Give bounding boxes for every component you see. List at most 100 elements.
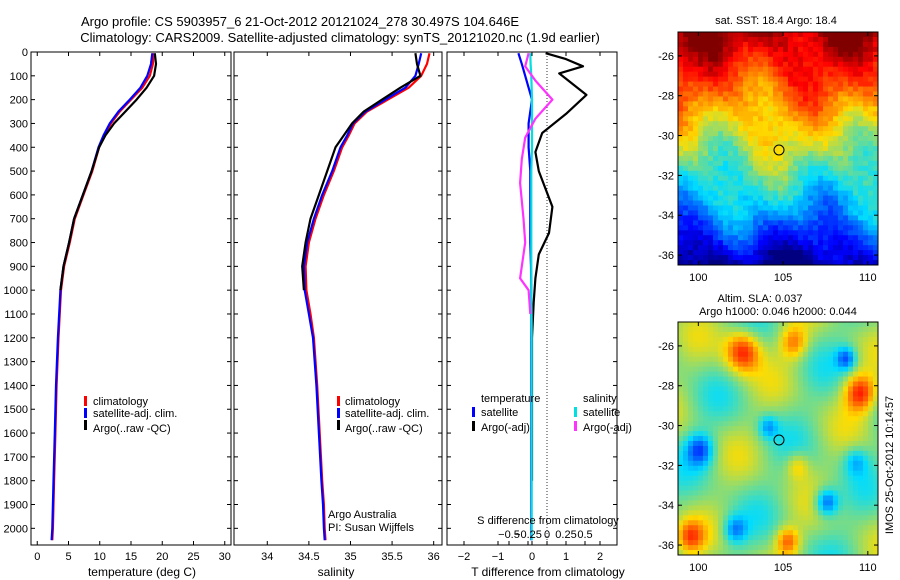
sst-cell <box>778 91 784 97</box>
x-tick-label: 34.5 <box>298 551 319 563</box>
sst-cell <box>723 41 729 48</box>
sla-cell <box>868 535 874 541</box>
sst-cell <box>678 245 684 251</box>
sla-cell <box>803 530 809 536</box>
sst-cell <box>748 116 754 122</box>
sla-cell <box>828 436 834 442</box>
sst-cell <box>833 235 839 241</box>
sst-cell <box>708 235 714 241</box>
sst-cell <box>758 200 764 206</box>
sst-cell <box>783 46 789 53</box>
sla-cell <box>693 505 699 511</box>
sst-cell <box>858 76 864 82</box>
sst-cell <box>783 240 789 246</box>
sla-cell <box>693 510 699 516</box>
sla-cell <box>693 376 699 382</box>
sla-cell <box>718 480 724 486</box>
sst-cell <box>813 61 819 68</box>
sst-cell <box>713 180 719 187</box>
sla-cell <box>718 331 724 338</box>
sla-cell <box>678 341 684 348</box>
sst-cell <box>863 205 869 211</box>
sla-cell <box>708 396 714 402</box>
sst-cell <box>803 255 809 261</box>
sst-cell <box>768 220 774 226</box>
sst-cell <box>723 160 729 167</box>
sla-cell <box>763 381 769 387</box>
sla-cell <box>713 331 719 338</box>
sst-cell <box>728 215 734 221</box>
sla-cell <box>718 495 724 501</box>
sla-cell <box>788 366 794 372</box>
sst-cell <box>723 136 729 142</box>
sst-cell <box>793 116 799 122</box>
sla-cell <box>783 545 789 551</box>
sla-cell <box>818 336 824 343</box>
difference-depth-ticks <box>447 51 617 529</box>
sla-cell <box>793 515 799 521</box>
sla-cell <box>868 376 874 382</box>
sst-cell <box>763 41 769 48</box>
sla-cell <box>723 440 729 447</box>
sla-cell <box>873 485 879 491</box>
sst-cell <box>843 190 849 196</box>
sla-cell <box>718 485 724 491</box>
sst-cell <box>868 235 874 241</box>
sla-cell <box>828 505 834 511</box>
sla-cell <box>798 396 804 402</box>
sst-cell <box>853 210 859 216</box>
salinity-lines <box>301 52 431 541</box>
sla-cell <box>848 376 854 382</box>
sla-cell <box>803 490 809 496</box>
sla-cell <box>703 445 709 452</box>
sst-cell <box>753 61 759 68</box>
sst-cell <box>738 136 744 142</box>
sla-cell <box>713 401 719 407</box>
sla-cell <box>748 361 754 368</box>
sla-cell <box>853 426 859 432</box>
sst-cell <box>703 71 709 78</box>
sla-cell <box>838 351 844 358</box>
sst-cell <box>748 225 754 231</box>
sst-cell <box>858 225 864 231</box>
sst-cell <box>748 175 754 182</box>
sst-cell <box>778 56 784 63</box>
sst-cell <box>743 106 749 112</box>
sla-cell <box>748 495 754 501</box>
sst-cell <box>778 220 784 226</box>
sla-cell <box>723 386 729 392</box>
sst-cell <box>678 56 684 63</box>
sla-cell <box>788 381 794 387</box>
sst-cell <box>713 185 719 192</box>
sst-cell <box>853 36 859 43</box>
sst-cell <box>818 86 824 92</box>
sst-cell <box>833 32 839 38</box>
sst-cell <box>733 66 739 73</box>
sla-cell <box>773 465 779 472</box>
sla-cell <box>848 445 854 452</box>
sla-cell <box>753 421 759 427</box>
sst-cell <box>718 76 724 82</box>
sst-cell <box>838 155 844 162</box>
salinity-difference-scale: −0.5−0.25 0 0.25 0.5 <box>498 529 593 545</box>
sst-cell <box>818 96 824 102</box>
sst-cell <box>803 230 809 236</box>
sla-cell <box>758 530 764 536</box>
sla-cell <box>698 545 704 551</box>
sla-cell <box>798 500 804 506</box>
sst-cell <box>763 131 769 137</box>
sla-cell <box>803 445 809 452</box>
sla-cell <box>763 495 769 501</box>
sla-cell <box>788 326 794 333</box>
sla-cell <box>838 545 844 551</box>
sst-cell <box>778 106 784 112</box>
x-tick-label: 30 <box>219 551 231 563</box>
sla-cell <box>678 391 684 397</box>
sst-cell <box>813 76 819 82</box>
sst-cell <box>873 150 879 157</box>
sst-cell <box>843 205 849 211</box>
sst-cell <box>768 76 774 82</box>
sst-cell <box>868 51 874 58</box>
sla-cell <box>823 475 829 482</box>
sla-cell <box>708 540 714 546</box>
